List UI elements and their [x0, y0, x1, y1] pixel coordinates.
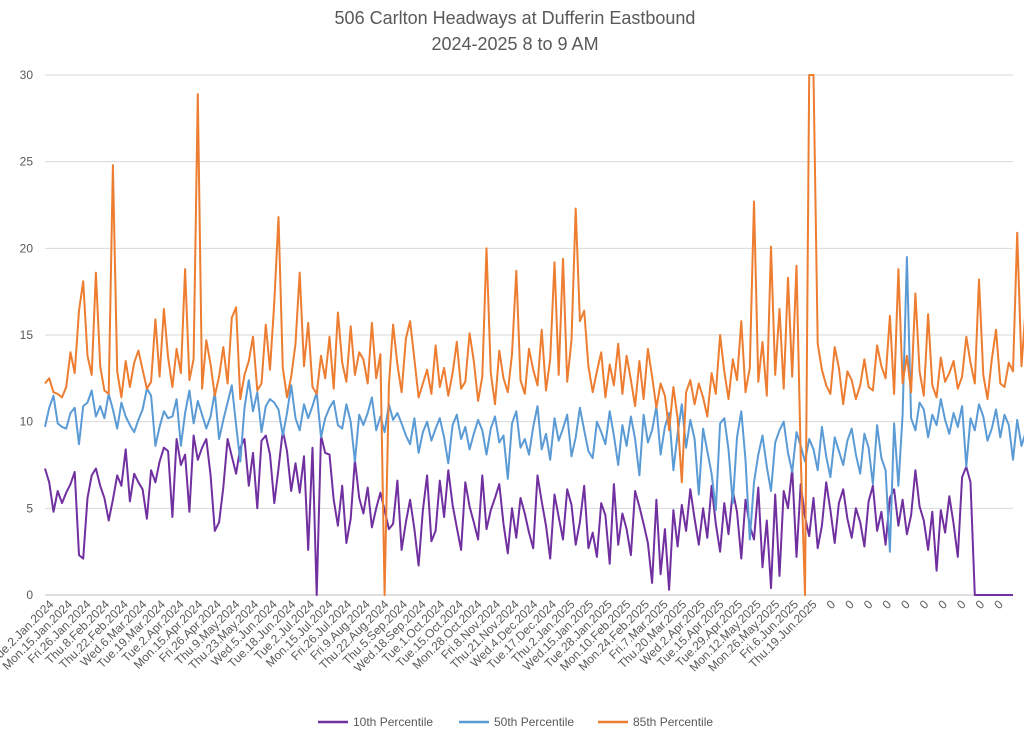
series-line-3	[44, 74, 1024, 596]
series-line-1	[44, 429, 1013, 596]
x-tick-label: 0	[935, 597, 950, 612]
legend-label: 50th Percentile	[494, 715, 574, 729]
y-tick-label: 10	[20, 415, 34, 429]
plot-area	[44, 74, 1024, 596]
legend: 10th Percentile 50th Percentile 85th Perce…	[318, 715, 713, 729]
series-line-2	[44, 256, 1024, 553]
x-tick-label: 0	[954, 597, 969, 612]
y-tick-label: 0	[26, 588, 33, 602]
chart-subtitle: 2024-2025 8 to 9 AM	[431, 34, 598, 54]
x-tick-label: 0	[917, 597, 932, 612]
x-tick-label: 0	[991, 597, 1006, 612]
chart-title: 506 Carlton Headways at Dufferin Eastbou…	[335, 8, 696, 28]
x-tick-label: 0	[861, 597, 876, 612]
x-tick-label: 0	[879, 597, 894, 612]
y-tick-label: 15	[20, 328, 34, 342]
x-tick-label: 0	[824, 597, 839, 612]
legend-label: 85th Percentile	[633, 715, 713, 729]
y-tick-label: 5	[26, 501, 33, 515]
y-tick-label: 25	[20, 155, 34, 169]
x-axis-ticks: Tue.2.Jan.2024Mon.15.Jan.2024Fri.26.Jan.…	[0, 597, 1006, 675]
y-tick-label: 30	[20, 68, 34, 82]
legend-label: 10th Percentile	[353, 715, 433, 729]
x-tick-label: 0	[842, 597, 857, 612]
x-tick-label: 0	[973, 597, 988, 612]
y-tick-label: 20	[20, 241, 34, 255]
x-tick-label: 0	[898, 597, 913, 612]
gridlines	[45, 74, 1013, 596]
y-axis-ticks: 0 5 10 15 20 25 30	[20, 68, 34, 602]
